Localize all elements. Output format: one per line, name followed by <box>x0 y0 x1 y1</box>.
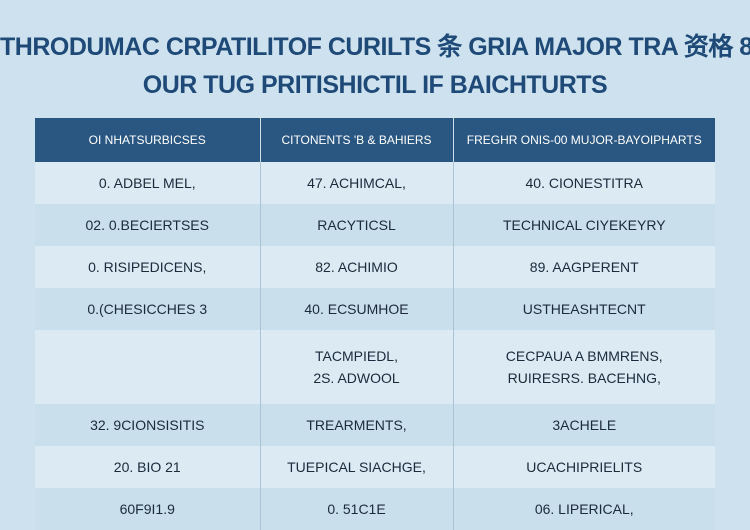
column-header: FREGHR ONIS-00 MUJOR-BAYOIPHARTS <box>452 118 715 162</box>
table-row: TACMPIEDL, 2S. ADWOOL CECPAUA A BMMRENS, RU… <box>35 330 715 404</box>
table-cell: 89. AAGPERENT <box>452 246 715 288</box>
table-row: 02. 0.BECIERTSES RACYTICSL TECHNICAL CIYEK… <box>35 204 715 246</box>
cell-text: 20. BIO 21 <box>113 459 181 475</box>
table-cell: 47. ACHIMCAL, <box>259 162 453 204</box>
cell-text: RUIRESRS. BACEHNG, <box>507 370 661 386</box>
table-row: 0. RISIPEDICENS, 82. ACHIMIO 89. AAGPERENT <box>35 246 715 288</box>
table-cell: 06. LIPERICAL, <box>452 488 715 530</box>
table-row: 20. BIO 21 TUEPICAL SIACHGE, UCACHIPRIELIT… <box>35 446 715 488</box>
cell-text: 0. 51C1E <box>327 501 386 517</box>
title: THRODUMAC CRPATILITOF CURILTS 条 GRIA MAJ… <box>0 28 750 104</box>
cell-text: 89. AAGPERENT <box>529 259 639 275</box>
header-row: OI NHATSURBICSES CITONENTS 'B & BAHIERS FR… <box>35 118 715 162</box>
table: OI NHATSURBICSES CITONENTS 'B & BAHIERS FR… <box>35 118 715 530</box>
table-row: 0.(CHESICCHES 3 40. ECSUMHOE USTHEASHTECNT <box>35 288 715 330</box>
table-cell: 0.(CHESICCHES 3 <box>35 288 260 330</box>
cell-text: TUEPICAL SIACHGE, <box>287 459 426 475</box>
table-cell: UCACHIPRIELITS <box>452 446 715 488</box>
cell-text: TECHNICAL CIYEKEYRY <box>502 217 666 233</box>
table-cell: CECPAUA A BMMRENS, RUIRESRS. BACEHNG, <box>452 330 715 404</box>
cell-text: RACYTICSL <box>317 217 396 233</box>
table-cell: TECHNICAL CIYEKEYRY <box>452 204 715 246</box>
table-cell: 0. 51C1E <box>259 488 453 530</box>
title-line: THRODUMAC CRPATILITOF CURILTS 条 GRIA MAJ… <box>0 33 750 61</box>
table-cell: RACYTICSL <box>259 204 453 246</box>
cell-text: 3ACHELE <box>552 417 617 433</box>
table-body: 0. ADBEL MEL, 47. ACHIMCAL, 40. CIONESTITR… <box>35 162 715 530</box>
cell-text: USTHEASHTECNT <box>522 301 646 317</box>
page: THRODUMAC CRPATILITOF CURILTS 条 GRIA MAJ… <box>0 28 750 530</box>
cell-text: 0.(CHESICCHES 3 <box>87 301 208 317</box>
cell-text: 0. ADBEL MEL, <box>98 175 196 191</box>
table-cell: 40. ECSUMHOE <box>259 288 453 330</box>
table-cell: 02. 0.BECIERTSES <box>35 204 260 246</box>
column-header: OI NHATSURBICSES <box>35 118 260 162</box>
table-row: 32. 9CIONSISITIS TREARMENTS, 3ACHELE <box>35 404 715 446</box>
table-cell: 0. RISIPEDICENS, <box>35 246 260 288</box>
table-cell: 0. ADBEL MEL, <box>35 162 260 204</box>
cell-text: 40. CIONESTITRA <box>525 175 643 191</box>
table-row: 0. ADBEL MEL, 47. ACHIMCAL, 40. CIONESTITR… <box>35 162 715 204</box>
table-cell: 20. BIO 21 <box>35 446 260 488</box>
cell-text: 06. LIPERICAL, <box>534 501 634 517</box>
table-cell: 40. CIONESTITRA <box>452 162 715 204</box>
table-cell: 60F9I1.9 <box>35 488 260 530</box>
title-line: OUR TUG PRITISHICTIL IF BAICHTURTS <box>142 71 608 99</box>
table-cell: 82. ACHIMIO <box>259 246 453 288</box>
column-header: CITONENTS 'B & BAHIERS <box>259 118 453 162</box>
table-cell <box>35 330 260 404</box>
table-cell: 32. 9CIONSISITIS <box>35 404 260 446</box>
cell-text: 60F9I1.9 <box>119 501 175 517</box>
cell-text: UCACHIPRIELITS <box>526 459 643 475</box>
cell-text: 32. 9CIONSISITIS <box>90 417 205 433</box>
table-cell: USTHEASHTECNT <box>452 288 715 330</box>
cell-text: 82. ACHIMIO <box>315 259 398 275</box>
table-cell: 3ACHELE <box>452 404 715 446</box>
cell-text: 0. RISIPEDICENS, <box>88 259 207 275</box>
cell-text: 02. 0.BECIERTSES <box>85 217 209 233</box>
cell-text: TACMPIEDL, <box>315 348 398 364</box>
cell-text: 2S. ADWOOL <box>313 370 400 386</box>
cell-text: TREARMENTS, <box>306 417 407 433</box>
cell-text: 47. ACHIMCAL, <box>307 175 406 191</box>
table-cell: TUEPICAL SIACHGE, <box>259 446 453 488</box>
table-cell: TACMPIEDL, 2S. ADWOOL <box>259 330 453 404</box>
table-row: 60F9I1.9 0. 51C1E 06. LIPERICAL, <box>35 488 715 530</box>
cell-text: CECPAUA A BMMRENS, <box>505 348 663 364</box>
cell-text: 40. ECSUMHOE <box>304 301 409 317</box>
table-cell: TREARMENTS, <box>259 404 453 446</box>
